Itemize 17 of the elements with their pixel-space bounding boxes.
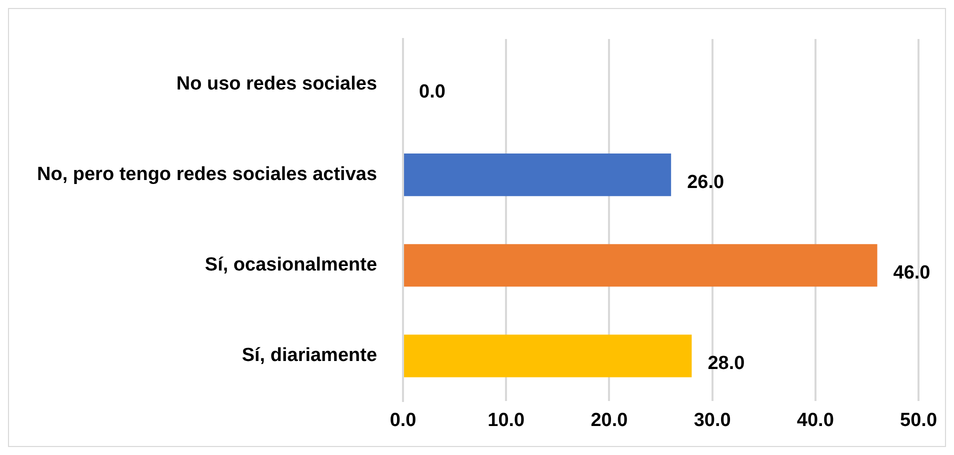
- y-tick-label: No, pero tengo redes sociales activas: [36, 164, 378, 186]
- bar: [404, 244, 878, 287]
- x-tick-label: 50.0: [900, 410, 937, 431]
- data-label: 28.0: [708, 353, 745, 374]
- data-label: 26.0: [687, 172, 724, 194]
- y-tick-label: Sí, diariamente: [242, 345, 378, 366]
- bar: [404, 154, 672, 196]
- y-tick-label: No uso redes sociales: [176, 74, 378, 95]
- bar: [404, 334, 692, 378]
- x-tick-label: 0.0: [390, 410, 416, 431]
- x-tick-label: 20.0: [590, 410, 628, 431]
- x-tick-label: 30.0: [694, 410, 731, 431]
- x-tick-label: 10.0: [488, 410, 525, 431]
- data-label: 0.0: [419, 82, 446, 103]
- y-tick-label: Sí, ocasionalmente: [204, 254, 378, 276]
- data-label: 46.0: [893, 262, 930, 284]
- x-tick-label: 40.0: [796, 410, 834, 431]
